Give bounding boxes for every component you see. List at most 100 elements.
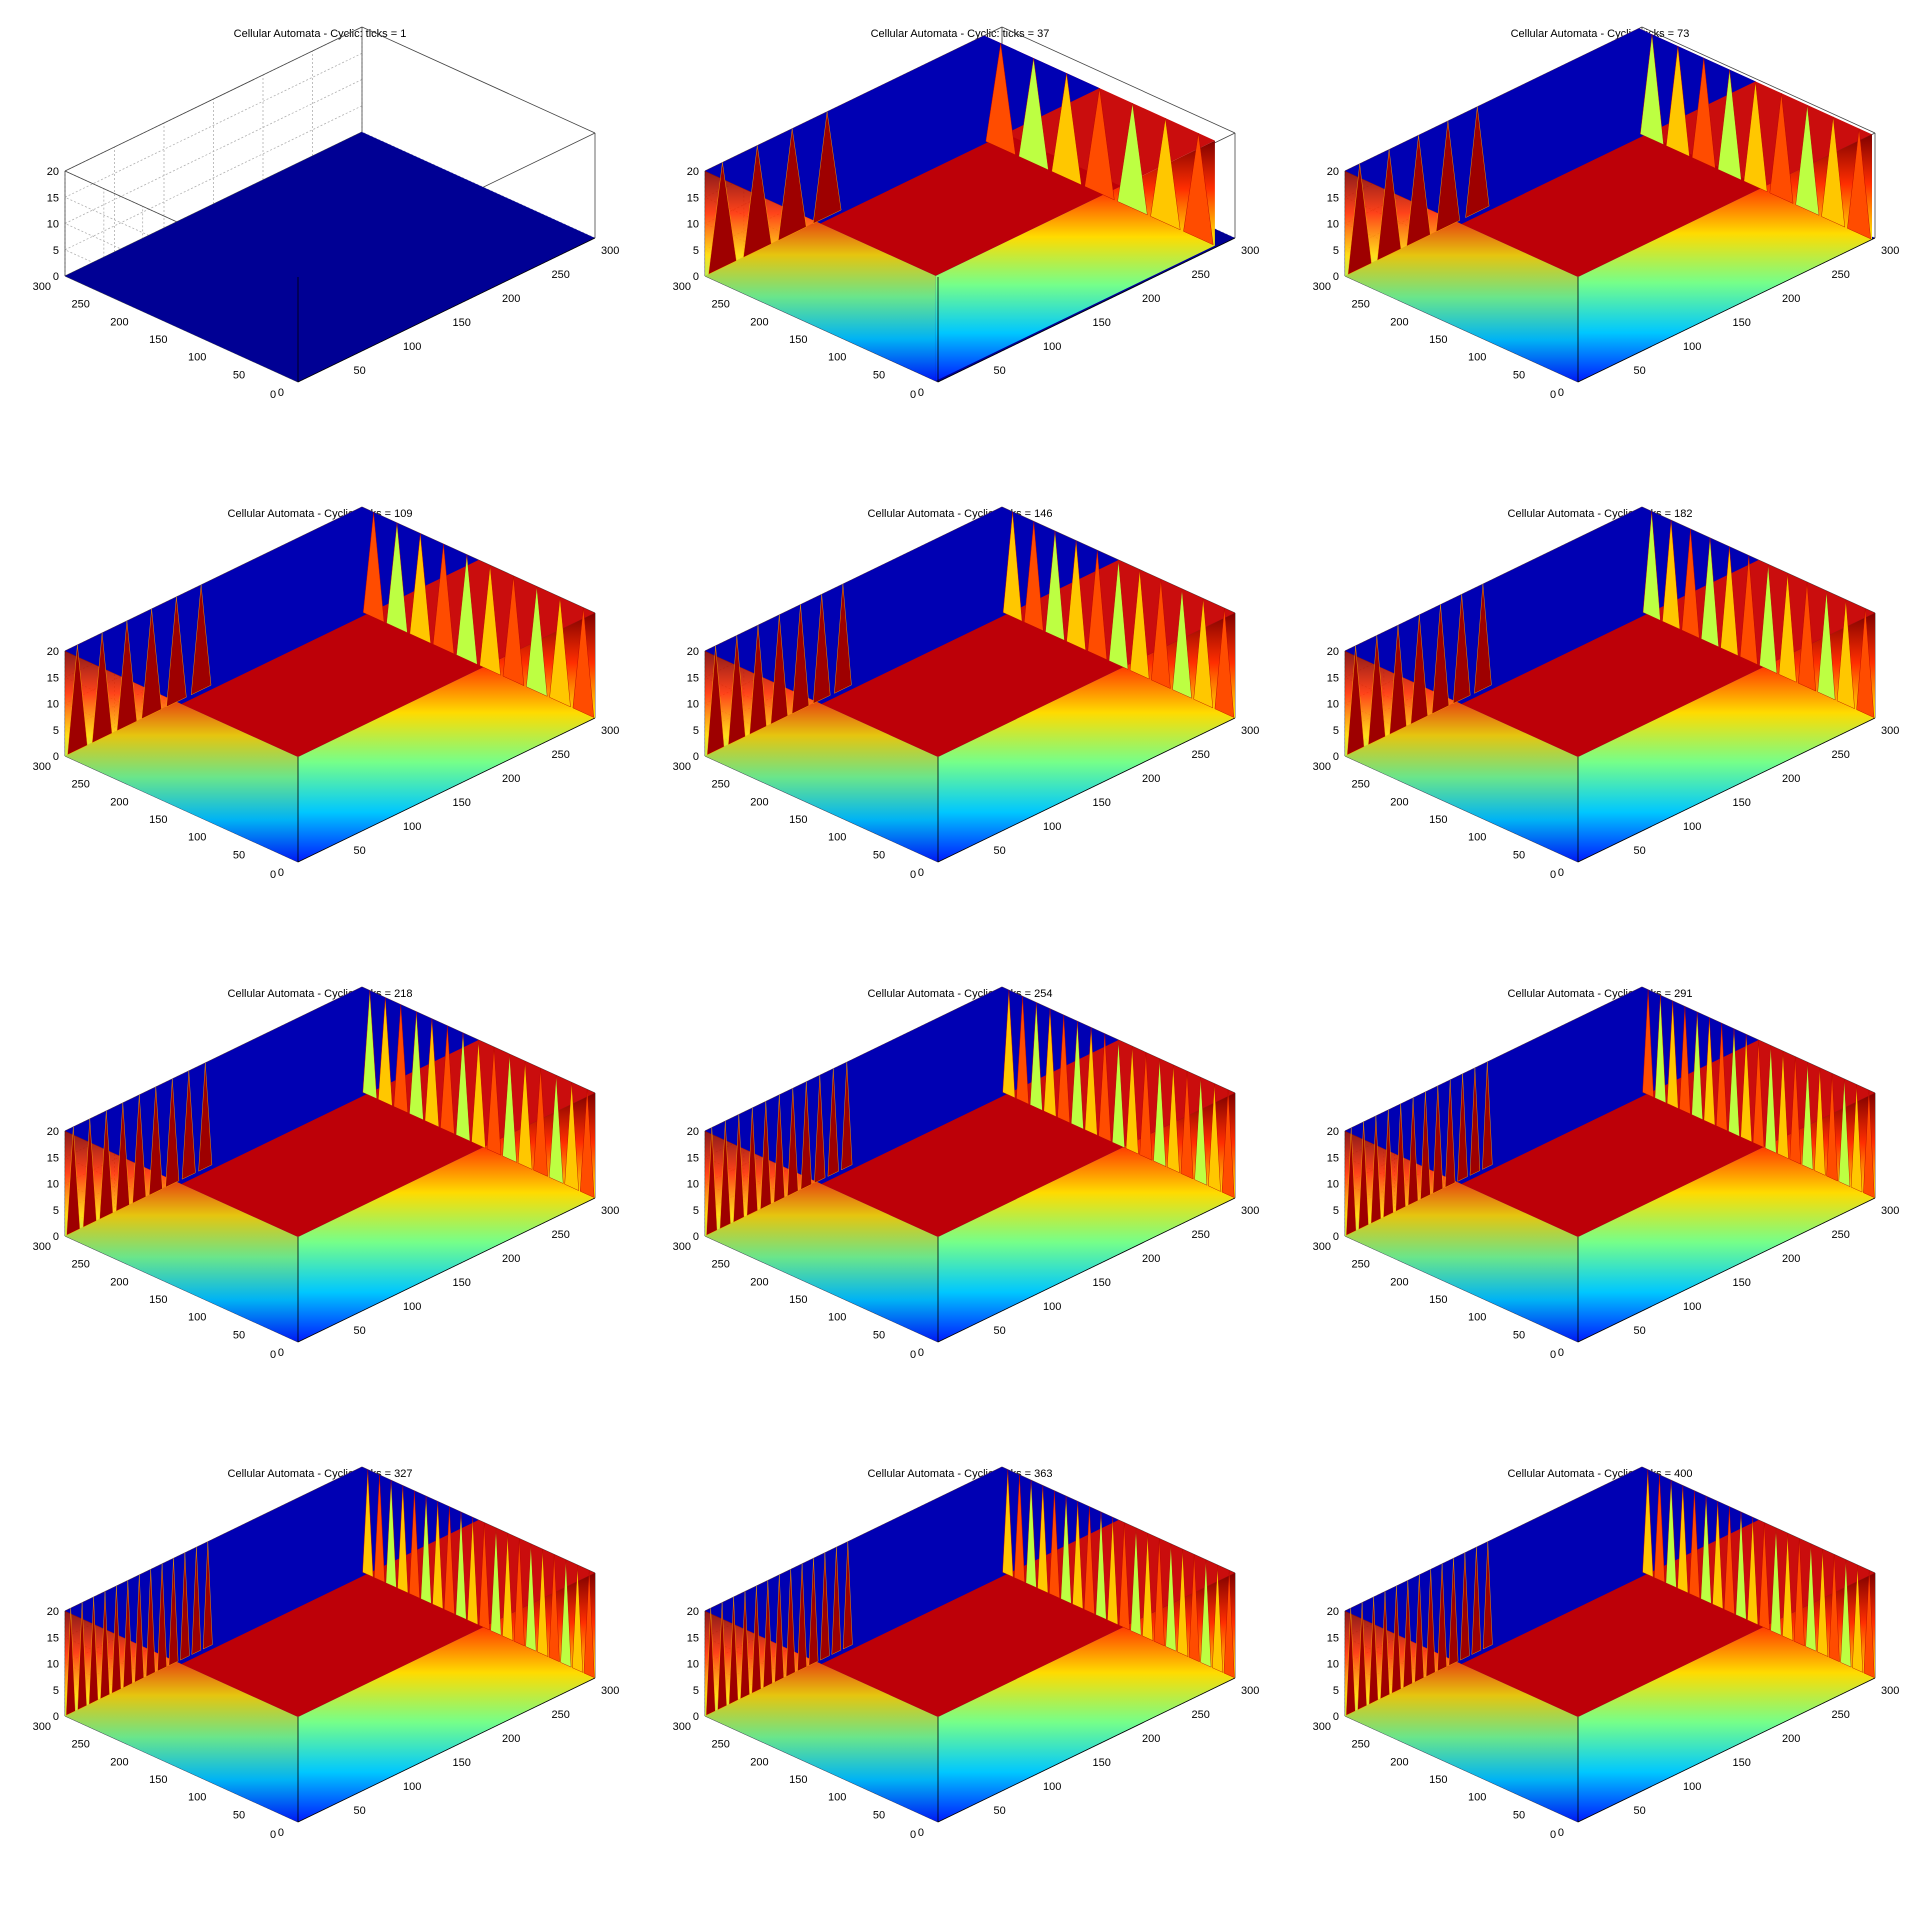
wave-ridge (393, 1004, 409, 1114)
y-tick-label: 150 (149, 1294, 167, 1306)
y-tick-label: 50 (233, 369, 245, 381)
x-tick-label: 200 (1782, 1733, 1800, 1745)
wave-ridge (1391, 1586, 1402, 1694)
x-tick-label: 200 (502, 293, 520, 305)
axes-box-edge (361, 26, 596, 134)
x-tick-label: 0 (270, 869, 276, 881)
y-tick-label: 50 (1513, 1809, 1525, 1821)
wave-ridge (1715, 1023, 1728, 1132)
z-tick-label: 20 (1327, 646, 1339, 658)
wave-ridge (1723, 1506, 1735, 1615)
wave-ridge (1414, 1574, 1425, 1683)
x-tick-label: 100 (1043, 821, 1061, 833)
x-tick-label: 100 (1043, 1301, 1061, 1313)
x-tick-label: 300 (1881, 1685, 1899, 1697)
wave-ridge (526, 586, 548, 697)
z-tick-label: 15 (1327, 672, 1339, 684)
wave-ridge (1151, 579, 1171, 689)
wave-ridge (1087, 550, 1108, 661)
wave-ridge (808, 1558, 819, 1666)
wave-ridge (467, 1517, 479, 1626)
wave-ridge (123, 1580, 133, 1689)
wave-ridge (525, 1543, 537, 1652)
surface-plot: 0501001502002503000501001502002503000510… (673, 1466, 1259, 1841)
y-tick-label: 100 (828, 1312, 846, 1324)
y-tick-label: 0 (278, 1827, 284, 1839)
wave-ridge (82, 1118, 97, 1228)
wave-ridge (1642, 1469, 1654, 1578)
wave-ridge (1057, 1015, 1071, 1124)
wave-ridge (1665, 46, 1690, 157)
wave-ridge (502, 1533, 514, 1641)
wave-ridge (1452, 594, 1471, 704)
wave-ridge (115, 1102, 130, 1212)
wave-ridge (1437, 1563, 1447, 1672)
wave-ridge (1665, 1480, 1677, 1588)
wave-ridge (181, 1070, 196, 1180)
wave-ridge (385, 1480, 397, 1588)
z-tick-label: 5 (693, 245, 699, 257)
y-tick-label: 50 (873, 1809, 885, 1821)
y-tick-label: 200 (750, 1276, 768, 1288)
wave-ridge (1129, 569, 1150, 680)
y-tick-label: 300 (1313, 281, 1331, 293)
z-tick-label: 5 (53, 1685, 59, 1697)
wave-ridge (706, 1127, 718, 1236)
x-tick-label: 100 (403, 821, 421, 833)
y-tick-label: 0 (918, 1347, 924, 1359)
z-tick-label: 20 (47, 1606, 59, 1618)
x-tick-label: 150 (453, 797, 471, 809)
wave-ridge (1002, 1469, 1014, 1578)
wave-ridge (572, 1565, 584, 1673)
wave-ridge (1037, 1485, 1049, 1594)
wave-front-wall (1578, 1093, 1875, 1342)
y-tick-label: 150 (149, 334, 167, 346)
surface-plot: 0501001502002503000501001502002503000510… (1313, 986, 1899, 1361)
wave-ridge (751, 1586, 762, 1694)
y-tick-label: 300 (1313, 761, 1331, 773)
x-tick-label: 250 (1192, 749, 1210, 761)
x-tick-label: 50 (994, 1805, 1006, 1817)
wave-ridge (778, 128, 807, 241)
wave-ridge (1444, 1079, 1456, 1188)
y-tick-label: 200 (750, 1756, 768, 1768)
wave-ridge (770, 614, 788, 725)
wave-ridge (134, 1574, 145, 1683)
wave-ridge (746, 1108, 758, 1217)
x-tick-label: 300 (601, 1685, 619, 1697)
axes-box-edge (64, 26, 363, 172)
axes-box-edge (297, 1197, 596, 1343)
y-tick-label: 100 (1468, 352, 1486, 364)
y-tick-label: 200 (1390, 316, 1408, 328)
z-tick-label: 5 (1333, 725, 1339, 737)
wave-ridge (502, 575, 525, 687)
x-tick-label: 100 (1683, 1301, 1701, 1313)
y-tick-label: 200 (110, 316, 128, 328)
y-tick-label: 100 (188, 1792, 206, 1804)
subplot-7: Cellular Automata - Cyclic: ticks = 218 0… (0, 960, 640, 1440)
z-tick-label: 0 (53, 1711, 59, 1723)
x-tick-label: 300 (1241, 245, 1259, 257)
z-tick-label: 0 (693, 1711, 699, 1723)
z-tick-label: 10 (687, 219, 699, 231)
y-tick-label: 250 (711, 1739, 729, 1751)
wave-ridge (1758, 1522, 1770, 1631)
surface-plot: 0501001502002503000501001502002503000510… (673, 986, 1259, 1361)
x-tick-label: 0 (910, 869, 916, 881)
axes-box-edge (1577, 717, 1876, 863)
z-tick-label: 0 (1333, 751, 1339, 763)
wave-ridge (1769, 93, 1794, 204)
wave-ridge (740, 1591, 750, 1700)
wave-ridge (1108, 559, 1129, 670)
y-tick-label: 150 (789, 334, 807, 346)
x-tick-label: 250 (1832, 749, 1850, 761)
wave-ridge (1048, 1490, 1060, 1599)
z-tick-label: 10 (1327, 1179, 1339, 1191)
wave-ridge (455, 1032, 471, 1142)
z-tick-label: 15 (687, 1152, 699, 1164)
wave-ridge (572, 607, 595, 718)
x-tick-label: 50 (1634, 365, 1646, 377)
z-tick-label: 0 (53, 751, 59, 763)
wave-ridge (1691, 57, 1716, 169)
wave-ridge (1847, 128, 1871, 240)
